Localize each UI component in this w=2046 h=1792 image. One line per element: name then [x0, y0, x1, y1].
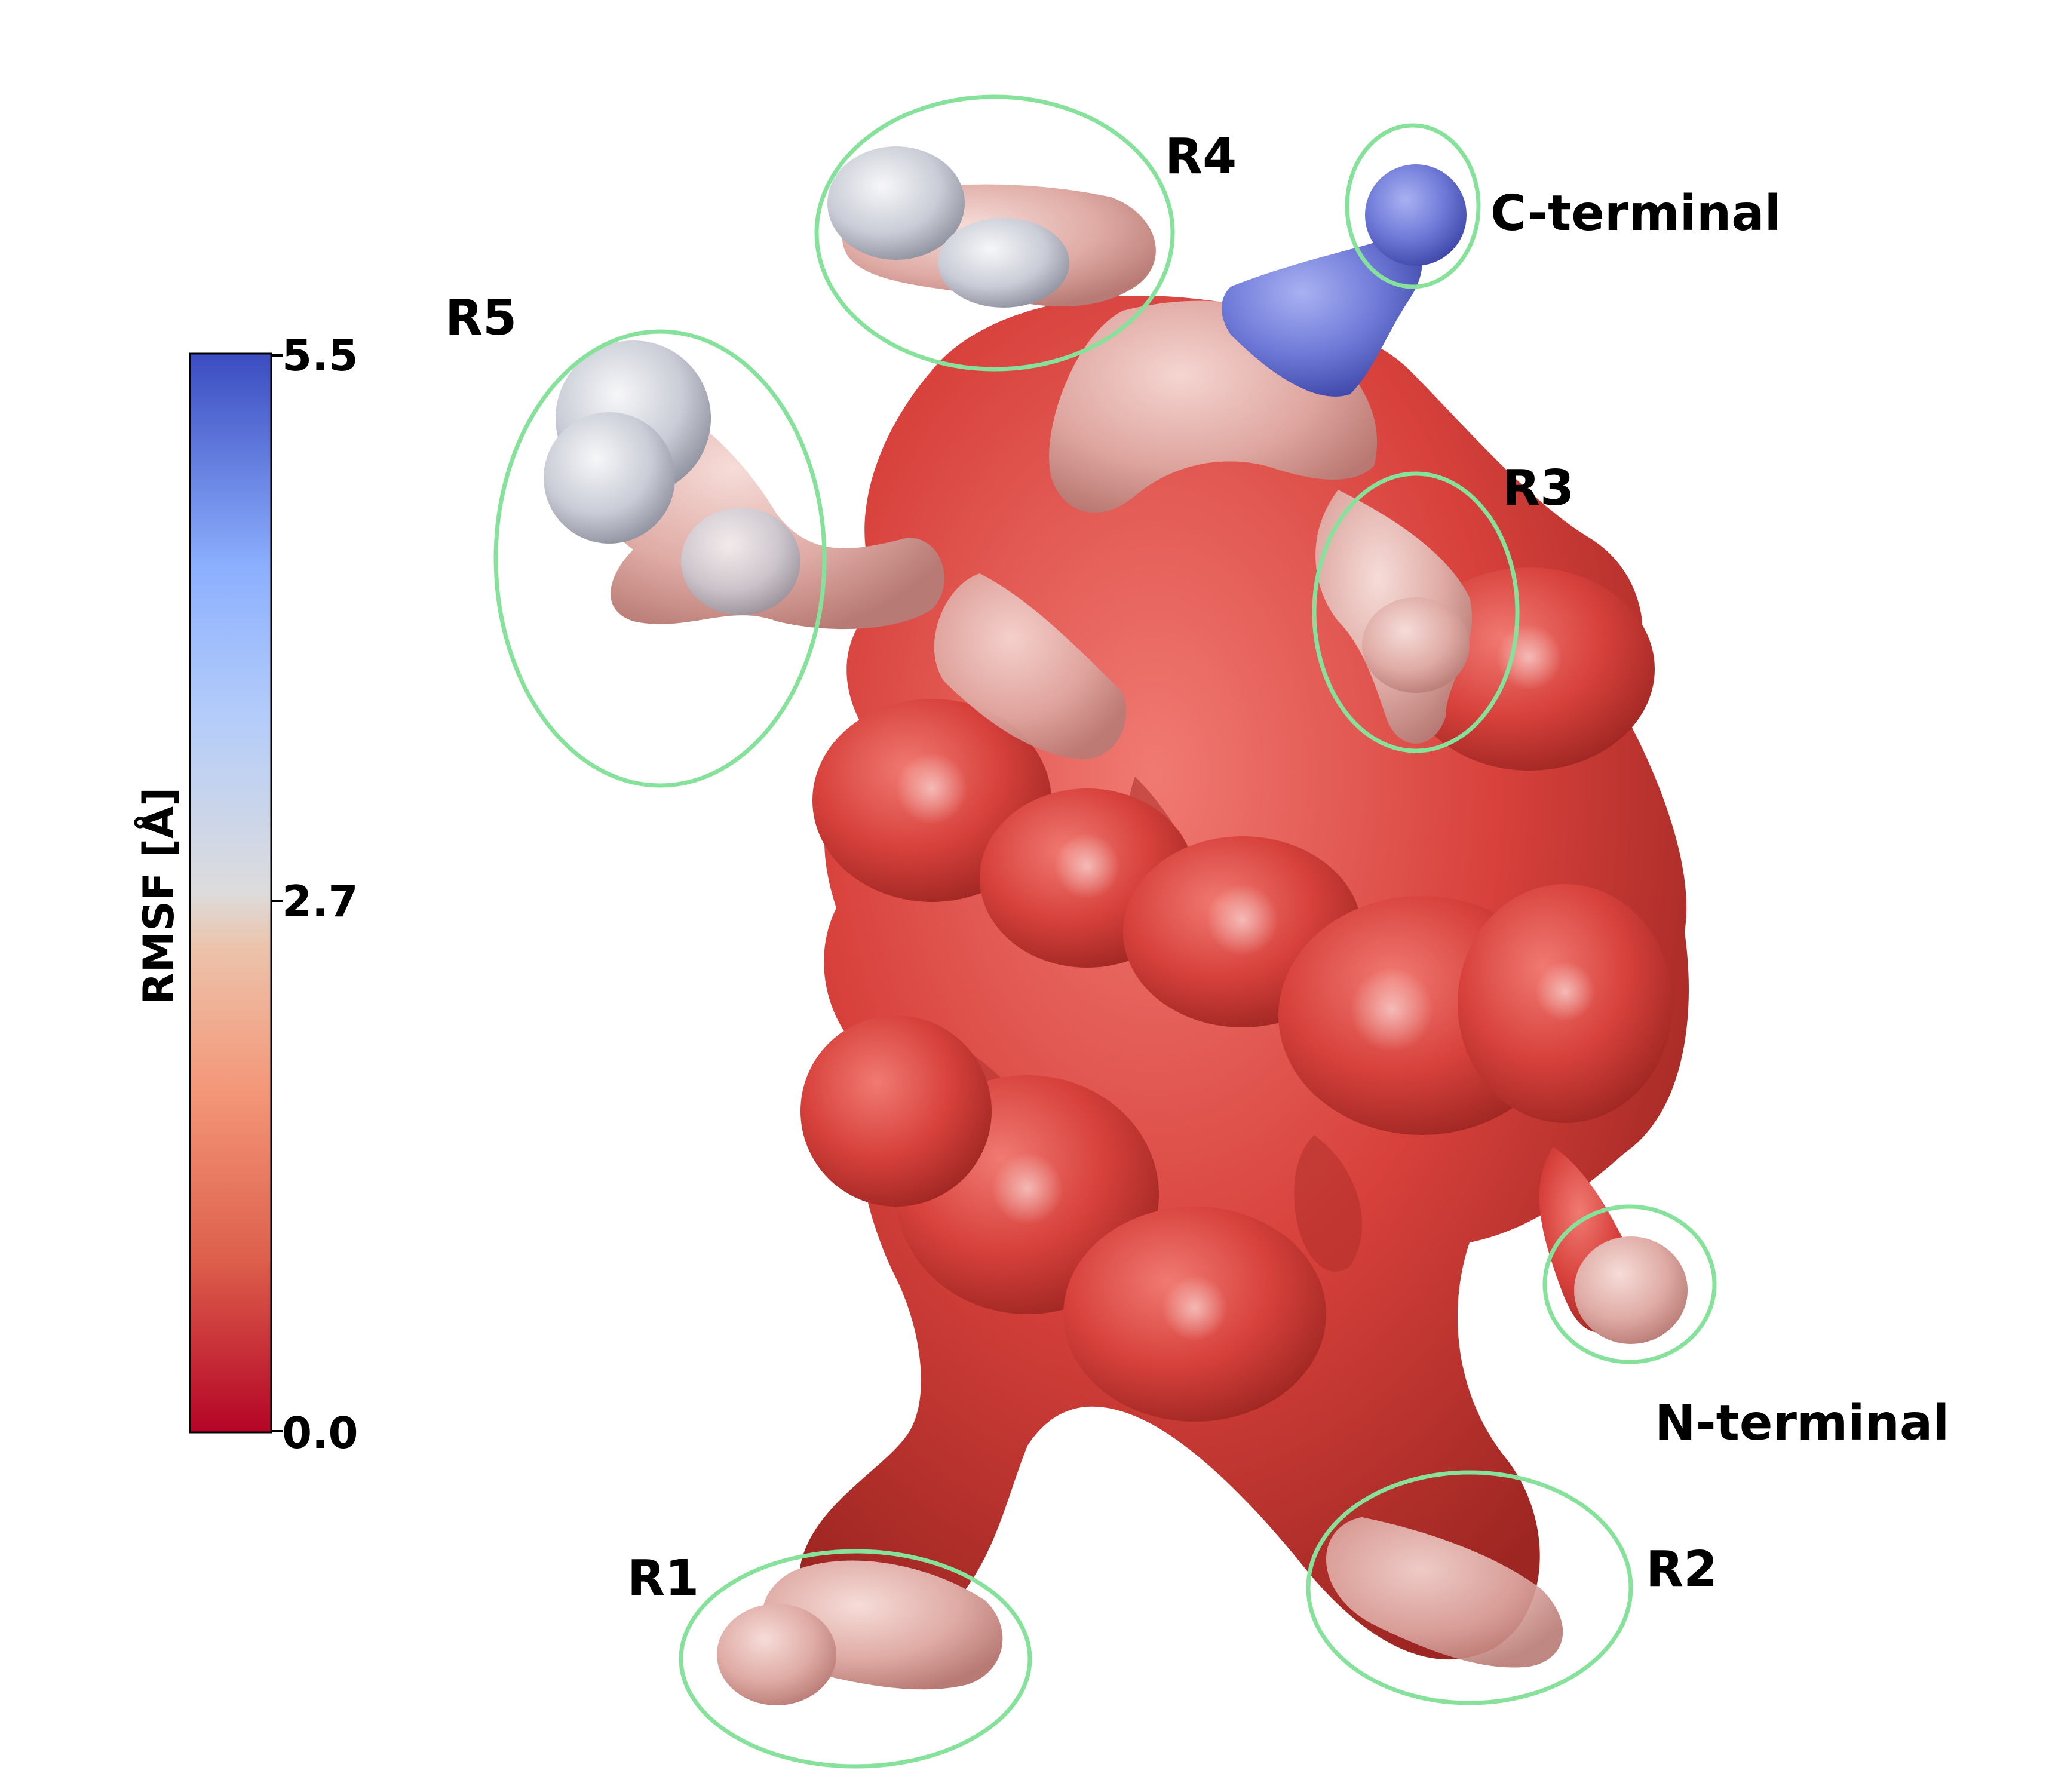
arm-r1-tip — [717, 1604, 836, 1705]
arm-r3-tip — [1362, 597, 1470, 693]
colorbar-gradient — [189, 352, 272, 1434]
protein-highlights — [896, 624, 1595, 1341]
colorbar-tick-label: 0.0 — [282, 1408, 358, 1458]
c-terminal-patch — [1222, 237, 1422, 397]
colorbar-tick-label: 5.5 — [282, 330, 358, 381]
protein-flexible-patch — [934, 573, 1127, 760]
region-circle-r3 — [1312, 471, 1520, 753]
colorbar: 5.5 2.7 0.0 RMSF [Å] — [134, 330, 358, 1458]
region-circle-r2 — [1306, 1470, 1633, 1705]
colorbar-tick-label: 2.7 — [282, 876, 358, 926]
region-circle-r4 — [814, 94, 1175, 372]
region-circle-r1 — [679, 1549, 1032, 1769]
colorbar-axis-label: RMSF [Å] — [134, 787, 183, 1005]
protein-surface — [544, 146, 1689, 1705]
region-markers — [493, 94, 1717, 1769]
arm-r4-tip — [827, 146, 965, 260]
arm-r4-tip — [938, 218, 1069, 308]
label-r4: R4 — [1165, 128, 1237, 185]
region-circle-r5 — [493, 329, 827, 788]
label-r1: R1 — [627, 1550, 699, 1607]
arm-r2 — [1326, 1517, 1563, 1668]
label-c-terminal: C-terminal — [1490, 185, 1781, 242]
region-labels: R5 R4 C-terminal R3 N-terminal R1 R2 — [445, 128, 1949, 1607]
protein-crevice — [1294, 1135, 1362, 1272]
arm-r5-tip — [681, 508, 800, 615]
label-r3: R3 — [1502, 460, 1574, 517]
label-n-terminal: N-terminal — [1655, 1395, 1949, 1452]
label-r2: R2 — [1646, 1541, 1717, 1598]
label-r5: R5 — [445, 290, 517, 346]
arm-r5-tip — [544, 412, 675, 544]
region-circle-c-terminal — [1345, 123, 1481, 289]
c-terminal-tip — [1365, 164, 1467, 266]
region-circle-n-terminal — [1542, 1204, 1717, 1364]
n-terminal-tip — [1574, 1236, 1688, 1344]
